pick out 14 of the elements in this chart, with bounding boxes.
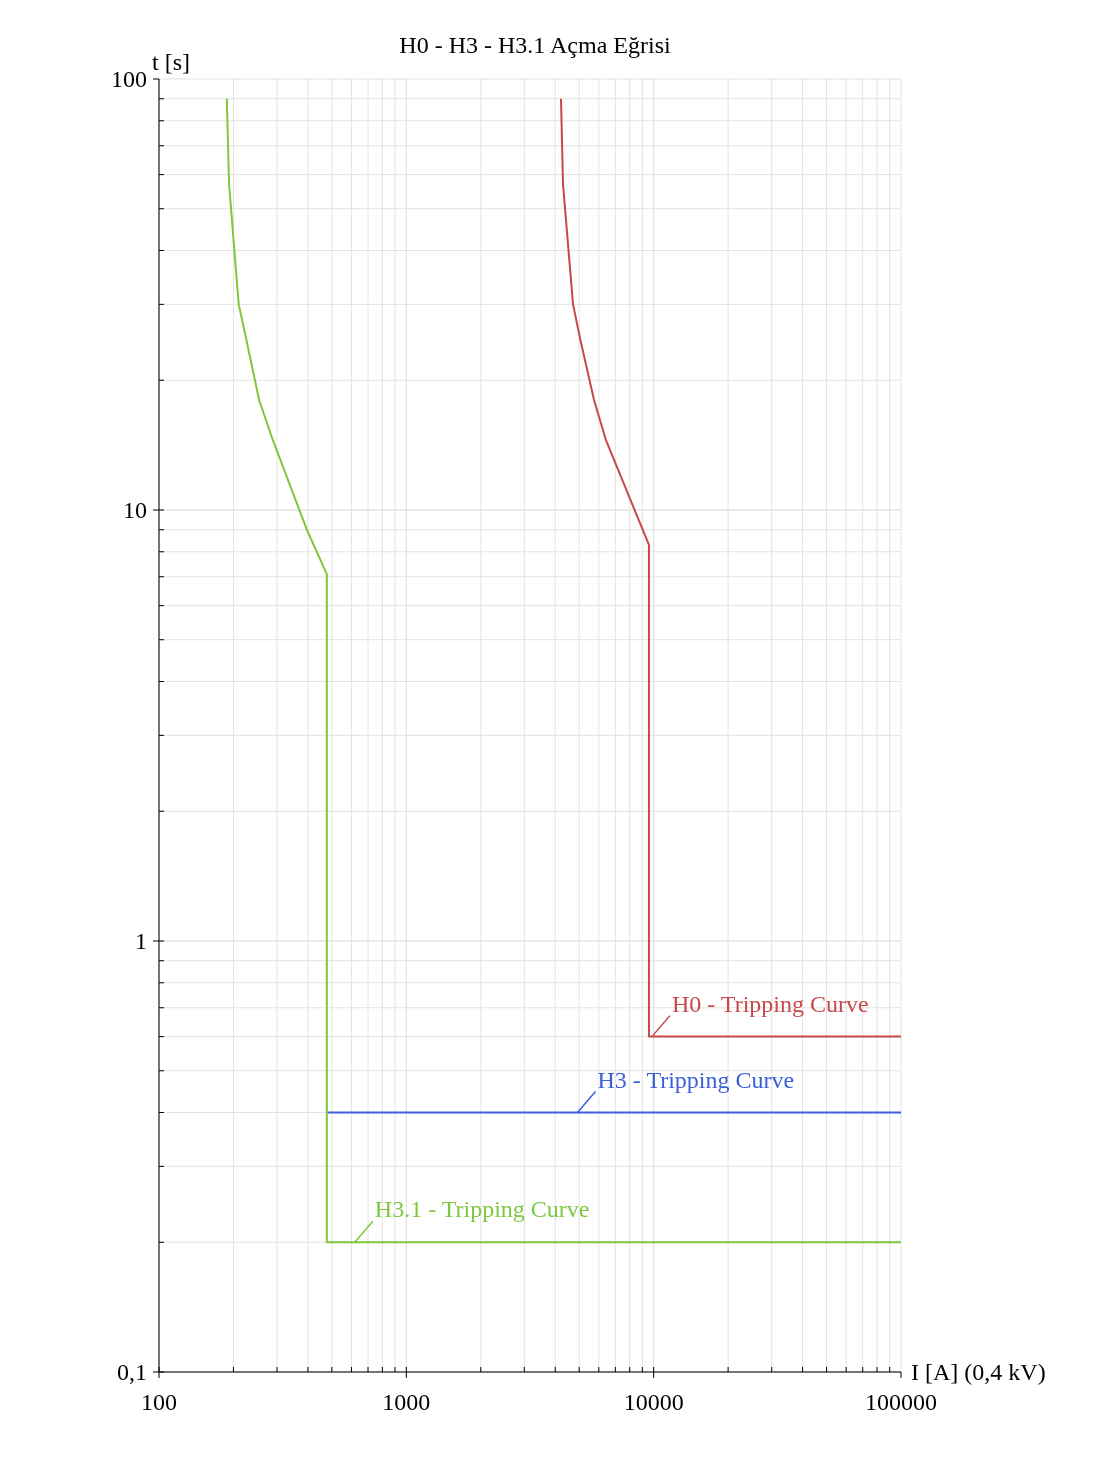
chart-title: H0 - H3 - H3.1 Açma Eğrisi: [399, 32, 671, 58]
y-tick-label: 1: [135, 928, 147, 954]
x-tick-label: 10000: [623, 1389, 684, 1415]
y-tick-label: 0,1: [117, 1359, 147, 1385]
series-label: H0 - Tripping Curve: [671, 990, 869, 1017]
x-tick-label: 1000: [382, 1389, 431, 1415]
x-axis-title: I [A] (0,4 kV): [911, 1359, 1046, 1385]
series-label: H3 - Tripping Curve: [597, 1066, 795, 1093]
y-tick-label: 10: [123, 497, 147, 523]
y-axis-title: t [s]: [152, 49, 190, 75]
y-tick-label: 100: [111, 66, 147, 92]
series-label: H3.1 - Tripping Curve: [374, 1196, 590, 1223]
x-tick-label: 100: [141, 1389, 177, 1415]
x-tick-label: 100000: [865, 1389, 937, 1415]
